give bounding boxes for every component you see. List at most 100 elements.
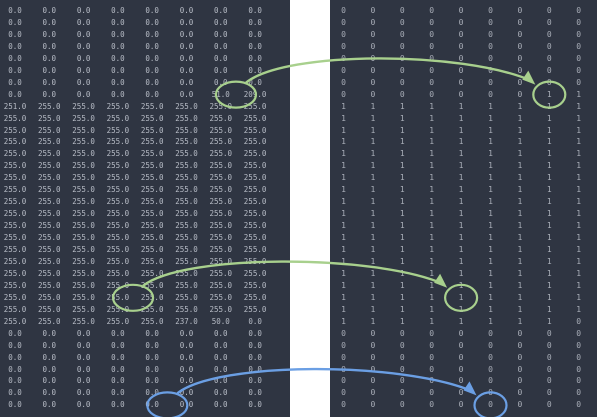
matrix-cell: 0.0: [76, 400, 91, 410]
matrix-cell: 0: [488, 328, 493, 338]
matrix-cell: 255.0: [209, 137, 233, 147]
matrix-cell: 0: [370, 29, 376, 39]
matrix-cell: 1: [488, 256, 493, 266]
matrix-cell: 0.0: [214, 17, 228, 27]
matrix-cell: 0.0: [8, 53, 22, 63]
matrix-cell: 1: [429, 304, 435, 314]
matrix-cell: 1: [399, 245, 405, 254]
matrix-cell: 255.0: [175, 173, 198, 183]
matrix-cell: 0.0: [248, 41, 262, 51]
matrix-cell: 0.0: [248, 364, 262, 374]
matrix-cell: 0.0: [179, 328, 194, 338]
matrix-cell: 1: [576, 304, 582, 314]
matrix-cell: 1: [429, 256, 435, 266]
matrix-cell: 0.0: [111, 6, 125, 15]
matrix-row: 0 0 0 0 0 0 0 0 0: [330, 65, 597, 77]
matrix-cell: 255.0: [243, 304, 267, 314]
matrix-cell: 0.0: [111, 364, 125, 374]
matrix-cell: 1: [458, 161, 464, 171]
matrix-cell: 0: [458, 29, 464, 39]
matrix-row: 1 1 1 1 1 1 1 1 1: [330, 125, 597, 137]
matrix-cell: 1: [370, 292, 376, 302]
matrix-cell: 1: [399, 280, 405, 290]
matrix-cell: 0.0: [8, 17, 22, 27]
matrix-cell: 1: [546, 101, 552, 111]
matrix-cell: 1: [517, 209, 523, 219]
matrix-cell: 1: [488, 113, 493, 123]
matrix-cell: 0: [399, 376, 405, 386]
matrix-cell: 1: [576, 268, 582, 278]
matrix-row: 0.0 0.0 0.0 0.0 0.0 0.0 0.0 0.0: [0, 340, 290, 352]
matrix-cell: 255.0: [243, 125, 267, 135]
matrix-cell: 0: [429, 340, 435, 350]
matrix-cell: 1: [399, 101, 405, 111]
matrix-cell: 1: [488, 173, 493, 183]
matrix-cell: 1: [429, 197, 435, 207]
matrix-cell: 1: [576, 256, 582, 266]
matrix-cell: 0.0: [248, 77, 262, 87]
matrix-cell: 1: [576, 101, 582, 111]
matrix-cell: 0: [458, 376, 464, 386]
matrix-cell: 1: [488, 280, 493, 290]
matrix-cell: 0: [429, 400, 435, 410]
matrix-cell: 0.0: [42, 388, 57, 398]
matrix-cell: 0: [341, 29, 346, 39]
matrix-cell: 0: [517, 41, 523, 51]
matrix-cell: 1: [370, 209, 376, 219]
matrix-cell: 0.0: [42, 352, 57, 362]
matrix-cell: 1: [341, 185, 346, 195]
matrix-cell: 0.0: [214, 352, 228, 362]
matrix-row: 1 1 1 1 1 1 1 1 1: [330, 113, 597, 125]
matrix-cell: 0: [488, 376, 493, 386]
matrix-row: 1 1 1 1 1 1 1 1 1: [330, 268, 597, 280]
matrix-cell: 1: [517, 125, 523, 135]
matrix-row: 0 0 0 0 0 0 0 0 0: [330, 5, 597, 17]
matrix-cell: 255.0: [140, 113, 164, 123]
matrix-row: 255.0 255.0 255.0 255.0 255.0 255.0 255.0 255.0: [0, 148, 290, 160]
matrix-cell: 255.0: [72, 173, 95, 183]
matrix-cell: 255.0: [106, 113, 130, 123]
matrix-cell: 1: [458, 316, 464, 326]
matrix-cell: 0.0: [145, 340, 159, 350]
matrix-cell: 0.0: [8, 65, 22, 75]
matrix-cell: 255.0: [175, 197, 198, 207]
matrix-cell: 1: [546, 89, 552, 99]
matrix-cell: 255.0: [106, 268, 130, 278]
matrix-cell: 1: [546, 125, 552, 135]
matrix-cell: 255.0: [3, 233, 27, 243]
matrix-cell: 255.0: [3, 292, 27, 302]
matrix-cell: 0.0: [214, 41, 228, 51]
matrix-cell: 0: [546, 376, 552, 386]
matrix-cell: 0.0: [111, 352, 125, 362]
matrix-cell: 0.0: [248, 17, 262, 27]
matrix-cell: 0: [517, 352, 523, 362]
matrix-row: 1 1 1 1 1 1 1 1 1: [330, 220, 597, 232]
matrix-cell: 255.0: [3, 280, 27, 290]
matrix-cell: 255.0: [209, 245, 233, 254]
matrix-cell: 1: [546, 268, 552, 278]
matrix-cell: 0.0: [248, 388, 262, 398]
matrix-row: 0.0 0.0 0.0 0.0 0.0 0.0 0.0 0.0: [0, 5, 290, 17]
matrix-cell: 1: [488, 101, 493, 111]
matrix-cell: 0.0: [76, 53, 91, 63]
matrix-cell: 0.0: [8, 400, 22, 410]
matrix-cell: 1: [458, 173, 464, 183]
matrix-cell: 255.0: [72, 137, 95, 147]
matrix-row: 1 1 1 1 1 1 1 1 1: [330, 101, 597, 113]
matrix-cell: 255.0: [38, 268, 61, 278]
matrix-cell: 1: [576, 185, 582, 195]
matrix-cell: 1: [429, 245, 435, 254]
matrix-cell: 0: [399, 29, 405, 39]
matrix-cell: 1: [429, 280, 435, 290]
matrix-row: 255.0 255.0 255.0 255.0 255.0 255.0 255.0 255.0: [0, 220, 290, 232]
matrix-cell: 1: [429, 101, 435, 111]
matrix-cell: 0: [458, 6, 464, 15]
matrix-cell: 0.0: [248, 53, 262, 63]
matrix-cell: 255.0: [3, 304, 27, 314]
matrix-cell: 0: [429, 352, 435, 362]
matrix-cell: 255.0: [38, 161, 61, 171]
matrix-row: 1 1 1 1 1 1 1 1 1: [330, 148, 597, 160]
matrix-cell: 255.0: [243, 161, 267, 171]
matrix-cell: 0: [429, 388, 435, 398]
matrix-cell: 0.0: [111, 53, 125, 63]
